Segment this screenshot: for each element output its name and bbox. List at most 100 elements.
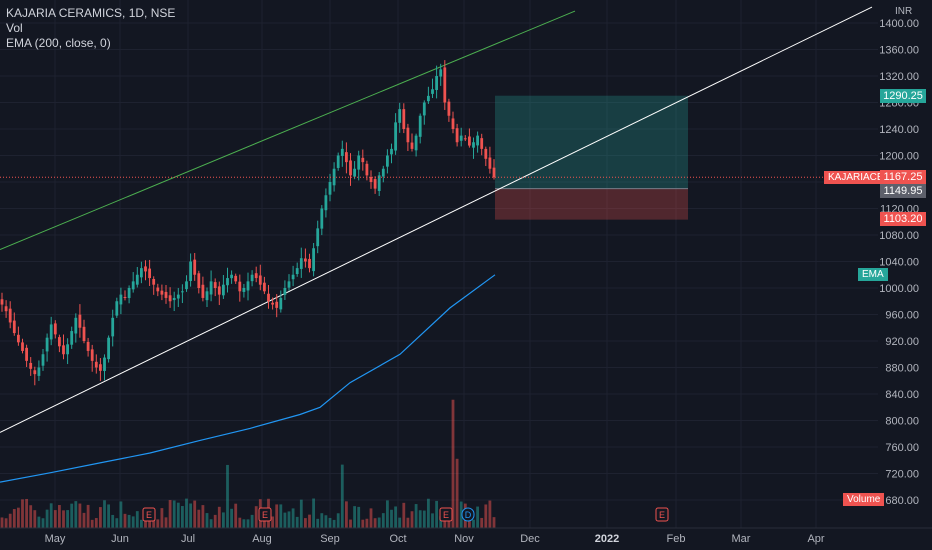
candle-body (74, 317, 78, 334)
trend-channel (0, 6, 873, 433)
candle-body (189, 261, 192, 282)
volume-bar (275, 504, 279, 528)
volume-bar (230, 508, 233, 528)
ema-legend[interactable]: EMA (200, close, 0) (6, 36, 111, 50)
candle-body (4, 306, 8, 312)
y-tick-label: 880.00 (885, 363, 919, 375)
event-marker[interactable]: E (258, 507, 272, 522)
grid (0, 0, 878, 528)
upper-channel-line (0, 10, 576, 251)
candle-body (328, 182, 332, 195)
candle-body (312, 248, 315, 272)
event-marker-box (142, 507, 156, 522)
event-marker-label: D (465, 510, 472, 520)
x-tick-label: Jun (111, 533, 129, 545)
volume-bar (181, 506, 184, 528)
y-tick-label: 920.00 (885, 336, 919, 348)
candle-body (279, 297, 283, 310)
volume-bar (484, 504, 488, 528)
volume-bar (340, 464, 344, 528)
candle-body (332, 168, 336, 186)
volume-bar (336, 513, 340, 528)
y-tick-label: 1240.00 (879, 124, 919, 136)
volume-bar (439, 516, 443, 528)
y-tick-label: 720.00 (885, 469, 919, 481)
candle-body (144, 266, 147, 272)
candle-body (201, 284, 205, 298)
event-marker[interactable]: E (439, 507, 453, 522)
y-tick-label: 1000.00 (879, 283, 919, 295)
candle-body (213, 282, 217, 288)
volume-bar (176, 502, 180, 528)
candle-body (254, 273, 258, 279)
volume-bar (279, 504, 283, 528)
candle-body (135, 274, 139, 285)
candle-body (127, 288, 131, 299)
volume-bar (250, 514, 254, 528)
event-marker[interactable]: E (655, 507, 669, 522)
candle-body (111, 317, 115, 337)
event-marker-label: E (146, 510, 152, 520)
candle-body (435, 76, 438, 91)
volume-bar (422, 510, 426, 528)
volume-bar (295, 516, 299, 528)
volume-bar (197, 509, 201, 528)
volume-bar (291, 508, 295, 528)
candle-body (230, 274, 233, 279)
candle-body (406, 127, 410, 143)
volume-legend[interactable]: Vol (6, 21, 23, 35)
volume-bar (156, 519, 160, 528)
y-tick-label: 1200.00 (879, 151, 919, 163)
candle-body (418, 115, 422, 137)
volume-bar (316, 518, 320, 528)
ema-polyline (0, 274, 496, 483)
volume-bar (418, 510, 422, 528)
volume-bar (41, 518, 45, 528)
event-marker[interactable]: E (142, 507, 156, 522)
candle-body (427, 95, 430, 102)
candle-body (476, 135, 479, 146)
candle-body (381, 168, 385, 177)
volume-tag: Volume (843, 493, 885, 506)
volume-bar (345, 501, 348, 528)
volume-bar (472, 519, 475, 528)
candle-body (193, 259, 197, 275)
volume-bar (0, 517, 4, 528)
volume-bar (58, 505, 61, 528)
y-tick-label: 840.00 (885, 389, 919, 401)
candle-body (107, 337, 110, 360)
event-marker[interactable]: D (461, 507, 475, 522)
x-tick-label: Nov (454, 533, 474, 545)
candle-body (386, 155, 389, 167)
volume-bar (414, 504, 418, 528)
target-price-tag: 1290.25 (880, 89, 926, 103)
candle-body (82, 326, 86, 341)
candle-body (353, 168, 356, 177)
y-tick-label: 960.00 (885, 310, 919, 322)
candle-body (361, 157, 365, 163)
volume-bar (328, 517, 332, 528)
y-tick-label: 1360.00 (879, 45, 919, 57)
candle-body (37, 367, 41, 376)
candle-body (217, 286, 221, 295)
volume-bar (205, 513, 209, 528)
volume-bar (455, 458, 459, 528)
symbol-title[interactable]: KAJARIA CERAMICS, 1D, NSE (6, 6, 176, 20)
volume-bar (468, 519, 471, 528)
y-tick-label: 680.00 (885, 495, 919, 507)
candle-body (291, 274, 295, 280)
volume-bar (209, 519, 213, 528)
volume-bar (381, 513, 385, 528)
candle-body (357, 155, 361, 170)
candle-body (197, 273, 201, 288)
event-marker-box (439, 507, 453, 522)
candle-body (123, 296, 127, 298)
volume-bar (213, 514, 217, 528)
volume-bar (111, 514, 115, 528)
volume-bar (312, 498, 315, 528)
x-tick-label: Sep (320, 533, 340, 545)
candle-body (168, 295, 172, 302)
ema-tag: EMA (858, 268, 888, 281)
